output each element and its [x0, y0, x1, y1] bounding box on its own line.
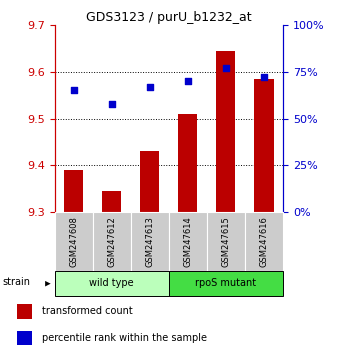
Text: GSM247613: GSM247613	[145, 216, 154, 267]
Bar	[217, 51, 235, 212]
Bar	[64, 170, 83, 212]
Bar	[254, 79, 273, 212]
Point	[261, 74, 267, 80]
Bar	[178, 114, 197, 212]
Point	[71, 87, 76, 93]
Point	[223, 65, 228, 71]
Text: percentile rank within the sample: percentile rank within the sample	[42, 333, 207, 343]
Bar	[169, 271, 283, 296]
Text: GSM247614: GSM247614	[183, 216, 192, 267]
Point	[109, 101, 114, 107]
Point	[147, 84, 152, 90]
Text: wild type: wild type	[89, 278, 134, 288]
Bar	[102, 191, 121, 212]
Title: GDS3123 / purU_b1232_at: GDS3123 / purU_b1232_at	[86, 11, 252, 24]
Text: GSM247612: GSM247612	[107, 216, 116, 267]
Text: GSM247616: GSM247616	[260, 216, 268, 267]
Bar	[131, 212, 169, 271]
Text: strain: strain	[3, 277, 31, 287]
Text: GSM247615: GSM247615	[221, 216, 231, 267]
Bar	[140, 152, 159, 212]
Bar	[55, 271, 169, 296]
Bar	[93, 212, 131, 271]
Point	[185, 78, 191, 84]
Bar	[55, 212, 93, 271]
Bar	[169, 212, 207, 271]
Bar	[245, 212, 283, 271]
Text: rpoS mutant: rpoS mutant	[195, 278, 256, 288]
Bar	[17, 304, 32, 319]
Bar	[17, 331, 32, 346]
Bar	[207, 212, 245, 271]
Text: GSM247608: GSM247608	[69, 216, 78, 267]
Text: transformed count: transformed count	[42, 307, 133, 316]
